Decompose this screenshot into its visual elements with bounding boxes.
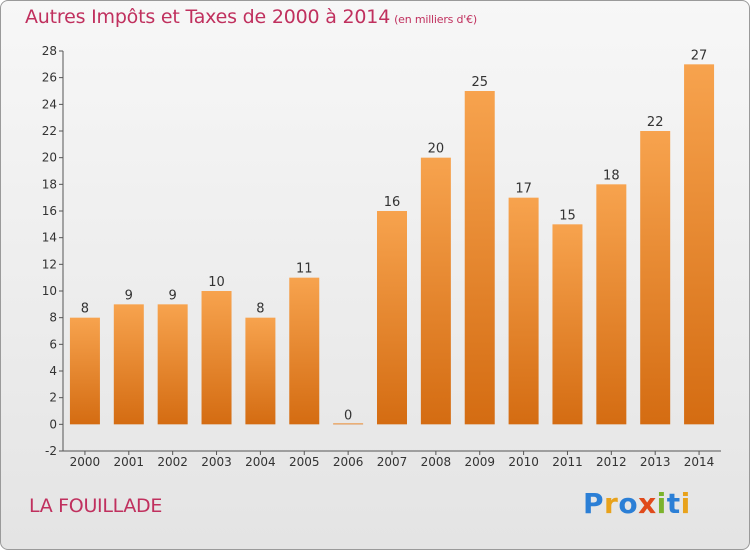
- value-label-2008: 20: [428, 142, 445, 157]
- proxiti-logo: Proxiti: [583, 487, 691, 520]
- bar-2008: [420, 157, 451, 425]
- y-tick-label: 22: [42, 124, 57, 138]
- bar-2003: [201, 291, 232, 425]
- y-tick-label: 16: [42, 204, 57, 218]
- value-label-2013: 22: [647, 115, 664, 130]
- bar-2012: [596, 184, 627, 425]
- value-label-2005: 11: [296, 262, 313, 277]
- chart-bars: [69, 64, 715, 425]
- bar-2006: [333, 423, 364, 425]
- bar-2000: [69, 317, 100, 425]
- x-tick-label-2006: 2006: [333, 455, 364, 469]
- x-tick-label-2005: 2005: [289, 455, 320, 469]
- value-label-2002: 9: [169, 288, 177, 303]
- value-label-2009: 25: [471, 75, 488, 90]
- y-tick-label: 0: [49, 417, 57, 431]
- value-label-2011: 15: [559, 208, 576, 223]
- y-tick-label: 14: [42, 231, 57, 245]
- y-tick-label: 28: [42, 44, 57, 58]
- y-tick-label: 6: [49, 337, 57, 351]
- value-label-2010: 17: [515, 182, 532, 197]
- y-tick-label: 2: [49, 391, 57, 405]
- chart-title: Autres Impôts et Taxes de 2000 à 2014 (en…: [25, 6, 477, 28]
- bar-2009: [464, 91, 495, 425]
- y-tick-label: 18: [42, 177, 57, 191]
- logo-letter: i: [680, 487, 691, 520]
- chart-title-text: Autres Impôts et Taxes de 2000 à 2014: [25, 6, 391, 28]
- x-tick-label-2012: 2012: [596, 455, 627, 469]
- x-tick-label-2000: 2000: [70, 455, 101, 469]
- bar-2013: [640, 131, 671, 425]
- x-tick-label-2008: 2008: [421, 455, 452, 469]
- chart-labels: 8 2000 9 2001 9 2002 10 2003 8 2004 11 2005 0 2006 16 2…: [70, 48, 715, 469]
- y-tick-label: 12: [42, 257, 57, 271]
- value-label-2003: 10: [208, 275, 225, 290]
- value-label-2014: 27: [691, 48, 708, 63]
- bar-2014: [684, 64, 715, 425]
- value-label-2001: 9: [125, 288, 133, 303]
- bar-2001: [113, 304, 144, 425]
- y-tick-label: -2: [45, 444, 57, 458]
- logo-letter: r: [604, 487, 619, 520]
- bar-2011: [552, 224, 583, 425]
- y-tick-label: 26: [42, 71, 57, 85]
- x-tick-label-2001: 2001: [114, 455, 145, 469]
- logo-letter: i: [656, 487, 667, 520]
- x-tick-label-2009: 2009: [464, 455, 495, 469]
- y-tick-label: 4: [49, 364, 57, 378]
- value-label-2004: 8: [256, 302, 264, 317]
- x-tick-label-2013: 2013: [640, 455, 671, 469]
- x-tick-label-2014: 2014: [684, 455, 715, 469]
- chart-subtitle: (en milliers d'€): [394, 13, 477, 26]
- bar-2005: [289, 277, 320, 425]
- y-tick-label: 20: [42, 151, 57, 165]
- bar-2002: [157, 304, 188, 425]
- bar-2007: [377, 211, 407, 425]
- x-tick-label-2007: 2007: [377, 455, 408, 469]
- x-tick-label-2010: 2010: [508, 455, 539, 469]
- x-tick-label-2003: 2003: [201, 455, 232, 469]
- y-tick-label: 8: [49, 311, 57, 325]
- x-tick-label-2011: 2011: [552, 455, 583, 469]
- y-tick-label: 24: [42, 97, 57, 111]
- value-label-2006: 0: [344, 408, 352, 423]
- logo-letter: o: [618, 487, 639, 520]
- value-label-2007: 16: [384, 195, 401, 210]
- x-tick-label-2002: 2002: [157, 455, 188, 469]
- location-label: LA FOUILLADE: [29, 495, 163, 517]
- bar-2010: [508, 197, 539, 425]
- value-label-2000: 8: [81, 302, 89, 317]
- value-label-2012: 18: [603, 168, 620, 183]
- logo-letter: t: [666, 487, 681, 520]
- bar-2004: [245, 317, 276, 425]
- x-tick-label-2004: 2004: [245, 455, 276, 469]
- y-tick-label: 10: [42, 284, 57, 298]
- logo-letter: x: [638, 487, 657, 520]
- logo-letter: P: [583, 487, 605, 520]
